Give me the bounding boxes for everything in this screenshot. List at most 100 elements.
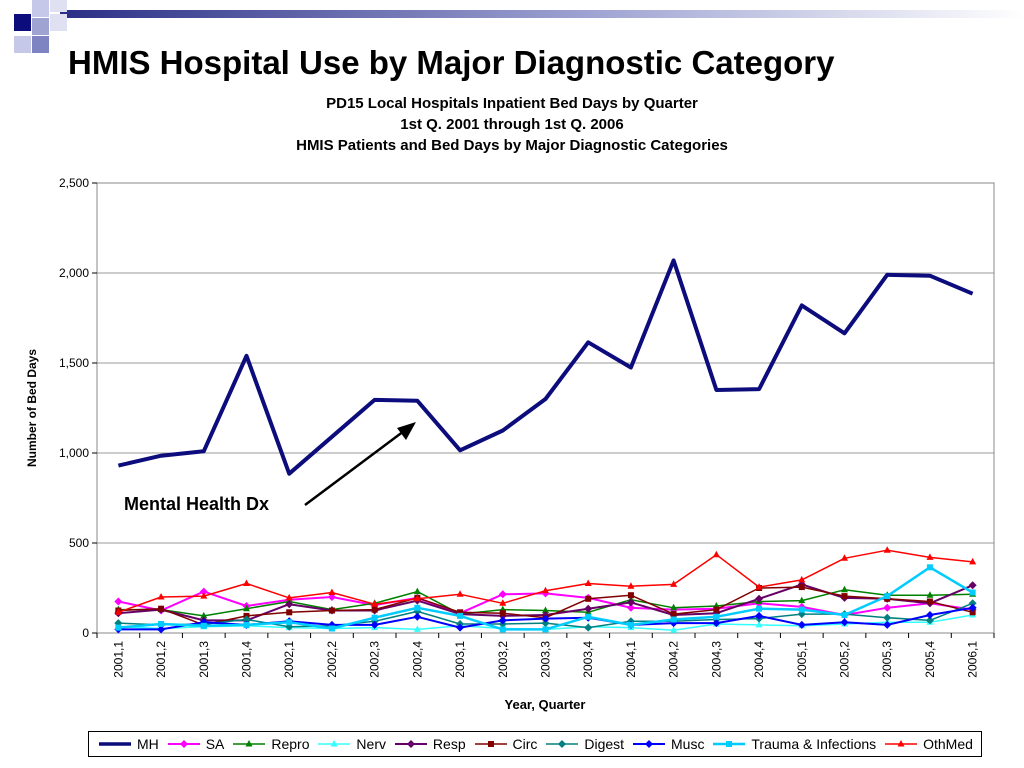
data-point-trauma-infections	[115, 624, 122, 631]
data-point-trauma-infections	[884, 593, 891, 600]
legend-swatch	[167, 740, 200, 748]
header-band	[60, 10, 1024, 18]
data-point-othmed	[969, 557, 977, 565]
legend-label: Trauma & Infections	[751, 736, 877, 752]
data-point-othmed	[712, 550, 720, 558]
x-tick-label: 2004,2	[667, 641, 681, 678]
legend-swatch	[394, 740, 427, 748]
data-point-repro	[670, 603, 678, 611]
data-point-circ	[457, 609, 464, 616]
data-point-circ	[328, 607, 335, 614]
data-point-othmed	[670, 580, 678, 587]
data-point-nerv	[413, 625, 421, 632]
x-tick-label: 2003,2	[496, 641, 510, 678]
data-point-trauma-infections	[542, 626, 549, 633]
data-point-othmed	[542, 586, 549, 594]
legend-label: Resp	[432, 736, 466, 752]
data-point-othmed	[627, 582, 635, 589]
deco-square	[50, 0, 67, 12]
x-tick-label: 2006,1	[966, 641, 980, 678]
data-point-circ	[371, 606, 378, 613]
data-point-nerv	[755, 620, 763, 628]
x-tick-label: 2001,2	[154, 641, 168, 678]
legend-marker	[487, 741, 494, 747]
legend-marker	[645, 740, 653, 748]
data-point-circ	[841, 593, 848, 600]
legend-label: Nerv	[356, 736, 386, 752]
data-point-othmed	[243, 579, 250, 586]
legend-swatch	[713, 741, 746, 747]
data-point-repro	[200, 611, 208, 619]
legend-swatch	[99, 742, 131, 746]
data-point-musc	[883, 620, 892, 629]
x-tick-label: 2002,1	[282, 641, 296, 678]
data-point-trauma-infections	[585, 613, 592, 620]
data-point-trauma-infections	[713, 613, 720, 620]
data-point-digest	[968, 599, 977, 608]
data-point-trauma-infections	[414, 604, 421, 611]
legend-item-mh: MH	[97, 736, 159, 752]
x-tick-label: 2005,1	[795, 641, 809, 678]
legend-swatch	[885, 740, 918, 747]
data-point-resp	[968, 581, 977, 590]
data-point-circ	[926, 598, 933, 605]
data-point-musc	[968, 603, 977, 612]
data-point-musc	[456, 623, 465, 632]
data-point-trauma-infections	[200, 622, 207, 629]
data-point-othmed	[841, 554, 848, 561]
series-mh	[117, 258, 974, 476]
data-point-repro	[926, 591, 934, 598]
data-point-musc	[157, 625, 166, 634]
chart-title-line: 1st Q. 2001 through 1st Q. 2006	[400, 116, 623, 133]
legend-label: OthMed	[923, 736, 973, 752]
data-point-circ	[670, 611, 677, 618]
data-point-circ	[798, 584, 805, 591]
gridlines	[97, 182, 994, 544]
deco-square	[32, 0, 49, 17]
y-axis-ticks: 0 500 1,000 1,500 2,000 2,500	[59, 176, 97, 640]
data-point-sa	[883, 603, 892, 612]
x-tick-label: 2001,1	[111, 641, 125, 678]
data-point-sa	[199, 587, 208, 596]
deco-square	[14, 14, 31, 31]
x-tick-label: 2003,3	[539, 641, 553, 678]
legend-swatch	[474, 741, 507, 747]
annotation-label: Mental Health Dx	[124, 494, 269, 514]
data-point-trauma-infections	[798, 606, 805, 613]
y-tick-label: 1,500	[59, 356, 89, 370]
data-point-trauma-infections	[158, 621, 165, 627]
legend-label: Musc	[671, 736, 705, 752]
data-point-digest	[584, 623, 593, 632]
legend-item-musc: Musc	[631, 736, 704, 752]
x-tick-label: 2002,2	[325, 641, 339, 678]
legend-item-othmed: OthMed	[883, 736, 973, 752]
x-tick-label: 2004,1	[624, 641, 638, 678]
legend-label: MH	[137, 736, 159, 752]
legend-label: Digest	[584, 736, 625, 752]
deco-square	[14, 36, 31, 53]
legend-label: SA	[205, 736, 225, 752]
legend-item-resp: Resp	[393, 736, 466, 752]
data-point-circ	[286, 609, 293, 616]
legend-marker	[179, 740, 188, 748]
data-point-trauma-infections	[756, 605, 763, 612]
legend-marker	[558, 740, 567, 748]
x-tick-label: 2003,4	[581, 641, 595, 678]
data-point-repro	[798, 596, 806, 604]
data-point-othmed	[200, 592, 208, 599]
series-trauma-infections	[115, 564, 976, 633]
annotation-arrowhead	[397, 422, 416, 440]
y-axis-label: Number of Bed Days	[25, 349, 39, 467]
data-point-musc	[541, 614, 550, 623]
data-point-resp	[626, 598, 635, 607]
series-line-mh	[117, 258, 974, 476]
chart-legend: MH SA Repro Nerv Resp Circ Digest Musc Trauma & …	[88, 731, 982, 757]
x-axis-ticks: 2001,1 2001,2 2001,3 2001,4 2002,1 2002,2 2002…	[96, 633, 995, 678]
annotation-arrow	[304, 426, 409, 507]
plot-area-frame	[96, 182, 995, 634]
data-point-repro	[243, 604, 250, 612]
data-point-sa	[114, 597, 123, 606]
series-othmed	[114, 546, 977, 615]
data-point-trauma-infections	[969, 589, 976, 596]
